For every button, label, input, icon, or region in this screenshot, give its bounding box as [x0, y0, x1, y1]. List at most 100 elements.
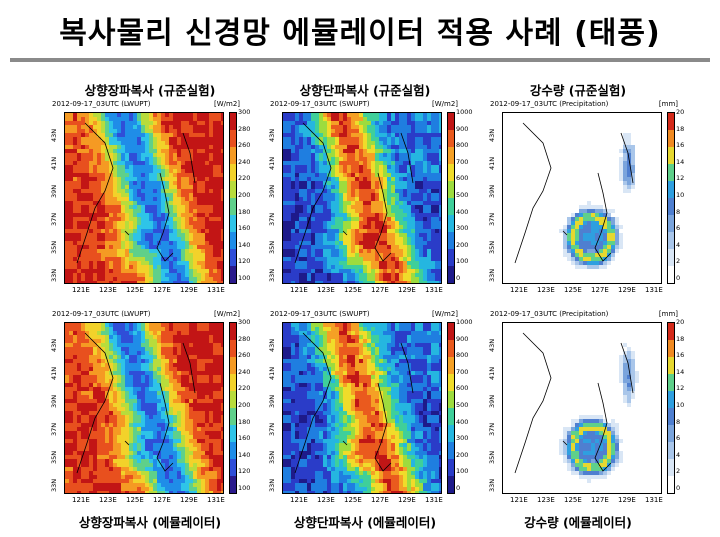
- heatmap-cell: [363, 141, 367, 145]
- heatmap-cell: [217, 149, 221, 153]
- heatmap-cell: [303, 117, 307, 121]
- heatmap-cell: [105, 363, 109, 367]
- heatmap-cell: [169, 273, 173, 277]
- heatmap-cell: [205, 269, 209, 273]
- heatmap-cell: [407, 249, 411, 253]
- heatmap-cell: [105, 217, 109, 221]
- heatmap-cell: [283, 269, 287, 273]
- heatmap-cell: [383, 281, 387, 283]
- heatmap-cell: [169, 379, 173, 383]
- heatmap-cell: [169, 169, 173, 173]
- heatmap-cell: [363, 209, 367, 213]
- heatmap-cell: [571, 225, 575, 229]
- heatmap-cell: [65, 153, 69, 157]
- heatmap-cell: [435, 125, 439, 129]
- heatmap-cell: [375, 145, 379, 149]
- heatmap-cell: [299, 161, 303, 165]
- colorbar-tick-label: 12: [676, 174, 685, 183]
- heatmap-cell: [169, 281, 173, 283]
- heatmap-cell: [299, 269, 303, 273]
- heatmap-cell: [355, 253, 359, 257]
- heatmap-cell: [97, 113, 101, 117]
- heatmap-cell: [133, 173, 137, 177]
- heatmap-cell: [93, 205, 97, 209]
- heatmap-cell: [193, 141, 197, 145]
- heatmap-cell: [89, 351, 93, 355]
- heatmap-cell: [93, 121, 97, 125]
- heatmap-cell: [153, 277, 157, 281]
- heatmap-cell: [591, 213, 595, 217]
- heatmap-cell: [295, 209, 299, 213]
- heatmap-cell: [89, 133, 93, 137]
- heatmap-cell: [181, 125, 185, 129]
- heatmap-cell: [283, 221, 287, 225]
- heatmap-cell: [181, 169, 185, 173]
- heatmap-cell: [165, 383, 169, 387]
- heatmap-cell: [85, 253, 89, 257]
- heatmap-cell: [411, 217, 415, 221]
- heatmap-cell: [125, 129, 129, 133]
- heatmap-cell: [101, 157, 105, 161]
- heatmap-cell: [137, 435, 141, 439]
- heatmap-cell: [201, 149, 205, 153]
- heatmap-cell: [105, 133, 109, 137]
- heatmap-cell: [631, 149, 635, 153]
- heatmap-cell: [153, 323, 157, 327]
- heatmap-cell: [101, 419, 105, 423]
- heatmap-cell: [615, 245, 619, 249]
- heatmap-cell: [303, 229, 307, 233]
- heatmap-cell: [145, 209, 149, 213]
- heatmap-cell: [89, 253, 93, 257]
- heatmap-cell: [283, 165, 287, 169]
- heatmap-cell: [141, 249, 145, 253]
- heatmap-cell: [221, 379, 223, 383]
- heatmap-field: [502, 112, 662, 284]
- heatmap-cell: [327, 257, 331, 261]
- heatmap-cell: [105, 407, 109, 411]
- heatmap-cell: [327, 189, 331, 193]
- heatmap-cell: [375, 193, 379, 197]
- heatmap-cell: [125, 153, 129, 157]
- heatmap-cell: [311, 189, 315, 193]
- heatmap-cell: [145, 331, 149, 335]
- heatmap-cell: [435, 273, 439, 277]
- heatmap-cell: [435, 181, 439, 185]
- heatmap-cell: [81, 399, 85, 403]
- heatmap-cell: [571, 217, 575, 221]
- colorbar-tick-label: 16: [676, 141, 685, 150]
- heatmap-cell: [299, 117, 303, 121]
- heatmap-cell: [347, 185, 351, 189]
- heatmap-cell: [383, 205, 387, 209]
- heatmap-cell: [97, 411, 101, 415]
- heatmap-cell: [125, 113, 129, 117]
- heatmap-cell: [65, 173, 69, 177]
- heatmap-cell: [153, 363, 157, 367]
- heatmap-cell: [133, 137, 137, 141]
- heatmap-cell: [197, 229, 201, 233]
- heatmap-cell: [173, 189, 177, 193]
- heatmap-cell: [193, 241, 197, 245]
- y-tick-label: 39N: [268, 184, 276, 198]
- heatmap-cell: [379, 125, 383, 129]
- heatmap-cell: [93, 379, 97, 383]
- heatmap-cell: [201, 201, 205, 205]
- heatmap-cell: [145, 359, 149, 363]
- heatmap-cell: [307, 193, 311, 197]
- heatmap-cell: [117, 411, 121, 415]
- heatmap-cell: [343, 113, 347, 117]
- heatmap-cell: [113, 185, 117, 189]
- heatmap-cell: [319, 185, 323, 189]
- heatmap-cell: [169, 269, 173, 273]
- heatmap-cell: [145, 205, 149, 209]
- heatmap-cell: [161, 117, 165, 121]
- heatmap-cell: [287, 225, 291, 229]
- heatmap-cell: [439, 161, 441, 165]
- heatmap-cell: [121, 205, 125, 209]
- heatmap-cell: [339, 201, 343, 205]
- heatmap-cell: [105, 387, 109, 391]
- heatmap-cell: [435, 129, 439, 133]
- heatmap-cell: [85, 113, 89, 117]
- heatmap-cell: [283, 137, 287, 141]
- heatmap-cell: [169, 245, 173, 249]
- heatmap-cell: [635, 161, 639, 165]
